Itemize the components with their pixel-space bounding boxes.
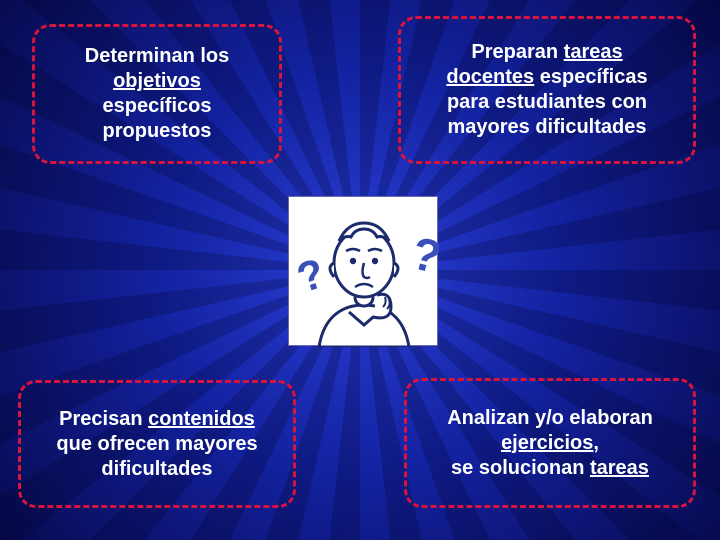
exercises-box: Analizan y/o elaboranejercicios,se soluc… — [404, 378, 696, 508]
teaching-tasks-box-text: Preparan tareasdocentes específicaspara … — [446, 40, 647, 140]
thinking-child-image: ? ? — [288, 196, 438, 346]
objectives-box: Determinan losobjetivosespecíficospropue… — [32, 24, 282, 164]
teaching-tasks-box: Preparan tareasdocentes específicaspara … — [398, 16, 696, 164]
svg-text:?: ? — [291, 249, 330, 302]
objectives-box-text: Determinan losobjetivosespecíficospropue… — [85, 44, 229, 144]
svg-text:?: ? — [407, 226, 439, 283]
slide-canvas: Determinan losobjetivosespecíficospropue… — [0, 0, 720, 540]
contents-box: Precisan contenidosque ofrecen mayoresdi… — [18, 380, 296, 508]
contents-box-text: Precisan contenidosque ofrecen mayoresdi… — [56, 407, 257, 482]
exercises-box-text: Analizan y/o elaboranejercicios,se soluc… — [447, 406, 653, 481]
